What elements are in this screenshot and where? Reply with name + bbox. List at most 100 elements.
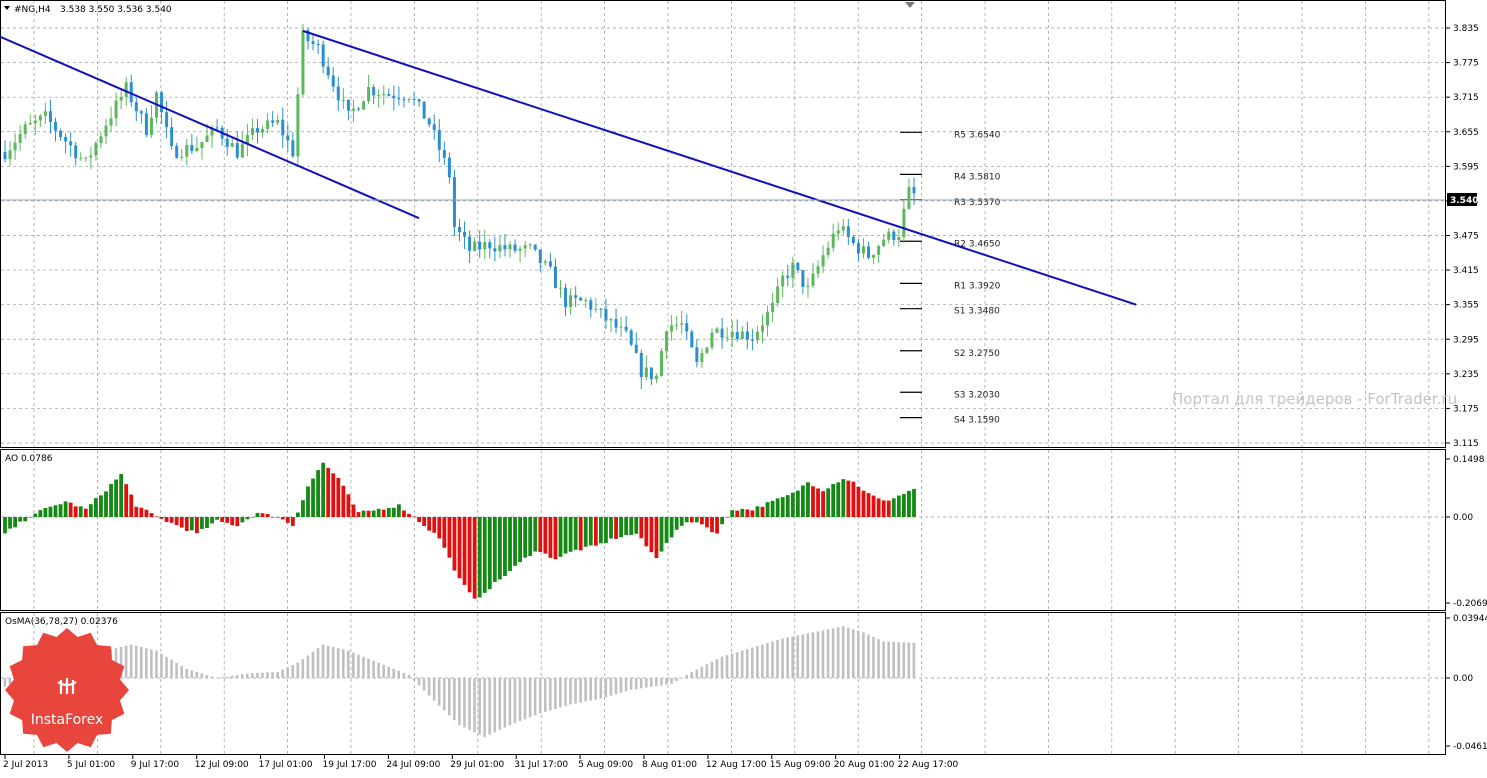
ao-bar bbox=[846, 480, 851, 517]
ao-bar bbox=[826, 488, 831, 517]
candle-body bbox=[569, 295, 573, 308]
osma-bar bbox=[554, 678, 557, 709]
ao-bar bbox=[386, 507, 391, 517]
osma-bar bbox=[235, 674, 239, 678]
osma-bar bbox=[498, 678, 502, 730]
time-tick-label: 9 Jul 17:00 bbox=[131, 760, 180, 770]
ao-bar bbox=[407, 513, 411, 517]
osma-bar bbox=[801, 634, 805, 678]
osma-bar bbox=[155, 650, 158, 678]
osma-bar bbox=[634, 678, 638, 690]
osma-bar bbox=[372, 660, 375, 678]
ao-bar bbox=[538, 517, 543, 552]
candle-body bbox=[589, 300, 593, 310]
current-price-tag: 3.540 bbox=[1447, 193, 1478, 206]
osma-bar bbox=[407, 674, 411, 678]
candle-body bbox=[3, 151, 7, 160]
ao-bar bbox=[164, 517, 169, 523]
candle-body bbox=[119, 96, 123, 101]
ao-bar bbox=[624, 517, 629, 536]
ao-bar bbox=[881, 500, 886, 517]
candle-body bbox=[634, 344, 638, 353]
ao-title: AO 0.0786 bbox=[5, 454, 53, 464]
candle-body bbox=[190, 144, 194, 152]
price-panel[interactable] bbox=[0, 0, 1446, 448]
osma-bar bbox=[695, 669, 699, 678]
candle-body bbox=[286, 135, 290, 141]
candle-body bbox=[64, 137, 68, 142]
candle-body bbox=[720, 328, 724, 338]
candle-body bbox=[74, 145, 78, 159]
ao-bar bbox=[43, 508, 48, 517]
candle-body bbox=[437, 129, 441, 150]
ao-bar bbox=[245, 517, 250, 520]
candle-body bbox=[215, 127, 219, 129]
dropdown-arrow-icon[interactable] bbox=[4, 6, 10, 10]
ao-bar bbox=[876, 498, 881, 517]
ao-bar bbox=[83, 508, 88, 517]
ao-bar bbox=[417, 517, 421, 523]
ao-bar bbox=[609, 517, 613, 539]
ao-bar bbox=[740, 508, 745, 517]
osma-bar bbox=[251, 673, 254, 678]
candle-body bbox=[690, 331, 694, 348]
candle-body bbox=[685, 323, 689, 332]
osma-bar bbox=[397, 670, 401, 678]
trendlines[interactable] bbox=[0, 29, 1137, 306]
candle-body bbox=[109, 118, 113, 126]
ao-bar bbox=[38, 510, 43, 517]
osma-bar bbox=[821, 630, 825, 678]
ao-tick-label: 0.1498 bbox=[1453, 455, 1485, 465]
candle-body bbox=[705, 347, 709, 354]
osma-bar bbox=[816, 631, 820, 678]
candle-body bbox=[281, 119, 285, 136]
price-tick-label: 3.295 bbox=[1453, 335, 1479, 345]
candle-body bbox=[417, 99, 421, 102]
candle-body bbox=[79, 157, 83, 159]
instaforex-logo-text: InstaForex bbox=[31, 712, 104, 728]
ao-bar bbox=[316, 470, 320, 517]
ao-panel[interactable] bbox=[0, 449, 1446, 611]
candle-body bbox=[38, 115, 42, 121]
candle-body bbox=[402, 99, 406, 101]
shift-marker-icon[interactable] bbox=[905, 2, 915, 8]
osma-bar bbox=[271, 672, 274, 678]
time-tick-label: 22 Aug 17:00 bbox=[898, 760, 959, 770]
candle-body bbox=[195, 147, 199, 152]
osma-bar bbox=[417, 678, 421, 686]
ao-bar bbox=[33, 513, 38, 517]
ao-bar bbox=[88, 504, 93, 517]
price-tick-label: 3.775 bbox=[1453, 59, 1479, 69]
ao-bar bbox=[3, 517, 7, 534]
ao-bar bbox=[654, 517, 659, 559]
candle-body bbox=[149, 117, 153, 135]
osma-panel[interactable] bbox=[0, 612, 1446, 755]
ao-bar bbox=[361, 510, 366, 517]
osma-bar bbox=[513, 678, 517, 724]
candle-body bbox=[245, 134, 249, 144]
ao-bar bbox=[841, 479, 846, 517]
candle-body bbox=[316, 44, 320, 46]
ao-bar bbox=[684, 517, 689, 523]
candle-body bbox=[856, 243, 860, 254]
candle-body bbox=[902, 208, 906, 237]
candle-body bbox=[372, 87, 376, 96]
pivot-label: R4 3.5810 bbox=[954, 172, 1001, 182]
candle-body bbox=[548, 261, 552, 267]
osma-bar bbox=[331, 646, 335, 678]
candle-body bbox=[129, 82, 133, 103]
time-tick-label: 29 Jul 01:00 bbox=[450, 760, 504, 770]
osma-bar bbox=[882, 641, 885, 678]
ao-bar bbox=[669, 517, 674, 538]
ao-bar bbox=[725, 517, 730, 518]
candle-body bbox=[523, 245, 527, 249]
ao-bar bbox=[48, 506, 53, 517]
ao-bar bbox=[144, 509, 149, 517]
ao-bar bbox=[99, 495, 103, 517]
osma-bar bbox=[261, 672, 264, 678]
osma-bar bbox=[862, 632, 865, 678]
osma-bar bbox=[276, 671, 279, 678]
candle-body bbox=[321, 44, 325, 67]
